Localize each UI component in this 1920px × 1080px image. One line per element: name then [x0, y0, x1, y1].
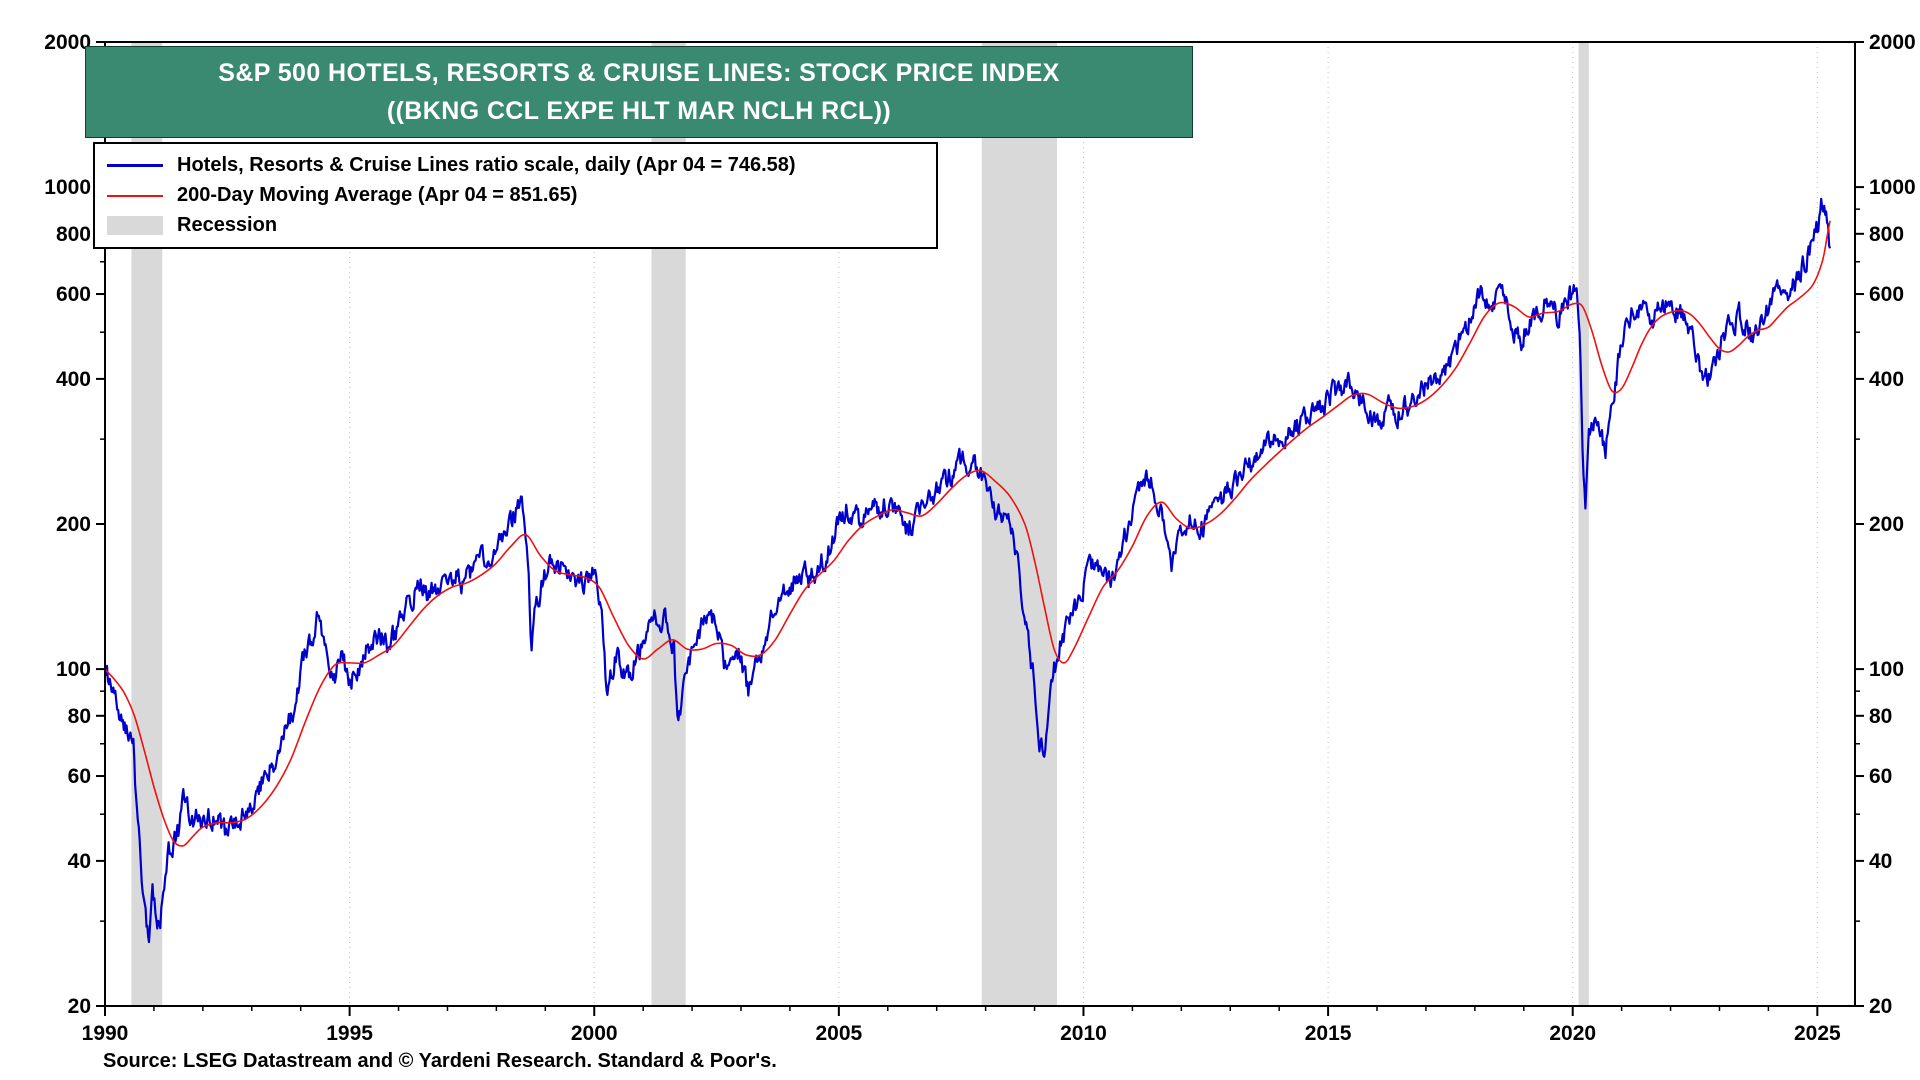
y-tick-label-left: 1000 — [44, 176, 91, 199]
y-tick-label-left: 200 — [56, 513, 91, 536]
legend-item-daily: Hotels, Resorts & Cruise Lines ratio sca… — [107, 152, 924, 179]
y-tick-label-left: 800 — [56, 223, 91, 246]
legend-item-moving-average: 200-Day Moving Average (Apr 04 = 851.65) — [107, 182, 924, 209]
y-tick-label-left: 2000 — [44, 31, 91, 54]
y-tick-label-right: 600 — [1869, 283, 1904, 306]
recession-band — [1578, 42, 1589, 1006]
y-tick-label-right: 200 — [1869, 513, 1904, 536]
x-tick-label: 2025 — [1794, 1022, 1841, 1045]
x-tick-label: 1995 — [326, 1022, 373, 1045]
legend-label-recession: Recession — [177, 214, 278, 236]
y-tick-label-right: 60 — [1869, 765, 1892, 788]
y-tick-label-left: 600 — [56, 283, 91, 306]
ma-series-line — [105, 220, 1831, 847]
legend-item-recession: Recession — [107, 212, 924, 239]
x-tick-label: 2020 — [1549, 1022, 1596, 1045]
y-tick-label-right: 80 — [1869, 705, 1892, 728]
source-note: Source: LSEG Datastream and © Yardeni Re… — [103, 1050, 777, 1072]
chart-title-box: S&P 500 HOTELS, RESORTS & CRUISE LINES: … — [85, 46, 1193, 138]
recession-swatch — [107, 216, 163, 235]
y-tick-label-right: 20 — [1869, 995, 1892, 1018]
x-tick-label: 2010 — [1060, 1022, 1107, 1045]
chart-title-line2: ((BKNG CCL EXPE HLT MAR NCLH RCL)) — [386, 97, 892, 125]
y-tick-label-right: 40 — [1869, 850, 1892, 873]
y-tick-label-left: 60 — [68, 765, 91, 788]
y-tick-label-right: 400 — [1869, 368, 1904, 391]
ma-line-swatch — [107, 194, 163, 197]
x-tick-label: 2005 — [815, 1022, 862, 1045]
daily-series-line — [105, 197, 1832, 944]
y-tick-label-right: 800 — [1869, 223, 1904, 246]
y-tick-label-left: 400 — [56, 368, 91, 391]
legend: Hotels, Resorts & Cruise Lines ratio sca… — [93, 142, 938, 249]
y-tick-label-left: 80 — [68, 705, 91, 728]
recession-band — [981, 42, 1058, 1006]
legend-label-moving-average: 200-Day Moving Average (Apr 04 = 851.65) — [177, 184, 578, 206]
x-tick-label: 1990 — [82, 1022, 129, 1045]
y-tick-label-left: 100 — [56, 658, 91, 681]
chart-title-line1: S&P 500 HOTELS, RESORTS & CRUISE LINES: … — [218, 59, 1060, 87]
daily-line-swatch — [107, 164, 163, 167]
y-tick-label-right: 2000 — [1869, 31, 1916, 54]
y-tick-label-left: 40 — [68, 850, 91, 873]
legend-label-daily: Hotels, Resorts & Cruise Lines ratio sca… — [177, 154, 796, 176]
y-tick-label-right: 100 — [1869, 658, 1904, 681]
y-tick-label-left: 20 — [68, 995, 91, 1018]
x-tick-label: 2000 — [571, 1022, 618, 1045]
y-tick-label-right: 1000 — [1869, 176, 1916, 199]
x-tick-label: 2015 — [1305, 1022, 1352, 1045]
